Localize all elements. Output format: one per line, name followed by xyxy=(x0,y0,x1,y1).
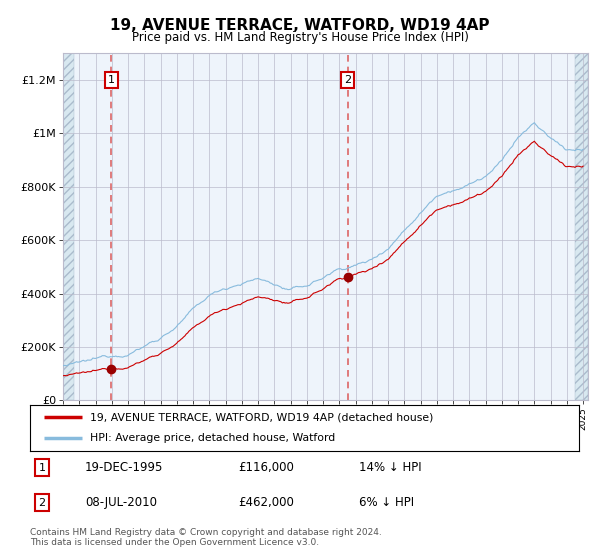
Text: 1: 1 xyxy=(38,463,46,473)
Text: 1: 1 xyxy=(108,75,115,85)
Text: 6% ↓ HPI: 6% ↓ HPI xyxy=(359,496,415,509)
Text: 14% ↓ HPI: 14% ↓ HPI xyxy=(359,461,422,474)
Text: 2: 2 xyxy=(38,498,46,507)
Text: 19, AVENUE TERRACE, WATFORD, WD19 4AP: 19, AVENUE TERRACE, WATFORD, WD19 4AP xyxy=(110,18,490,33)
Bar xyxy=(74,53,575,400)
Text: 19-DEC-1995: 19-DEC-1995 xyxy=(85,461,163,474)
Text: Contains HM Land Registry data © Crown copyright and database right 2024.
This d: Contains HM Land Registry data © Crown c… xyxy=(30,528,382,548)
Text: 2: 2 xyxy=(344,75,352,85)
Text: 08-JUL-2010: 08-JUL-2010 xyxy=(85,496,157,509)
Text: £116,000: £116,000 xyxy=(239,461,295,474)
Bar xyxy=(63,53,74,400)
Text: 19, AVENUE TERRACE, WATFORD, WD19 4AP (detached house): 19, AVENUE TERRACE, WATFORD, WD19 4AP (d… xyxy=(91,412,434,422)
Text: HPI: Average price, detached house, Watford: HPI: Average price, detached house, Watf… xyxy=(91,433,335,444)
Text: £462,000: £462,000 xyxy=(239,496,295,509)
Bar xyxy=(575,53,588,400)
Text: Price paid vs. HM Land Registry's House Price Index (HPI): Price paid vs. HM Land Registry's House … xyxy=(131,31,469,44)
